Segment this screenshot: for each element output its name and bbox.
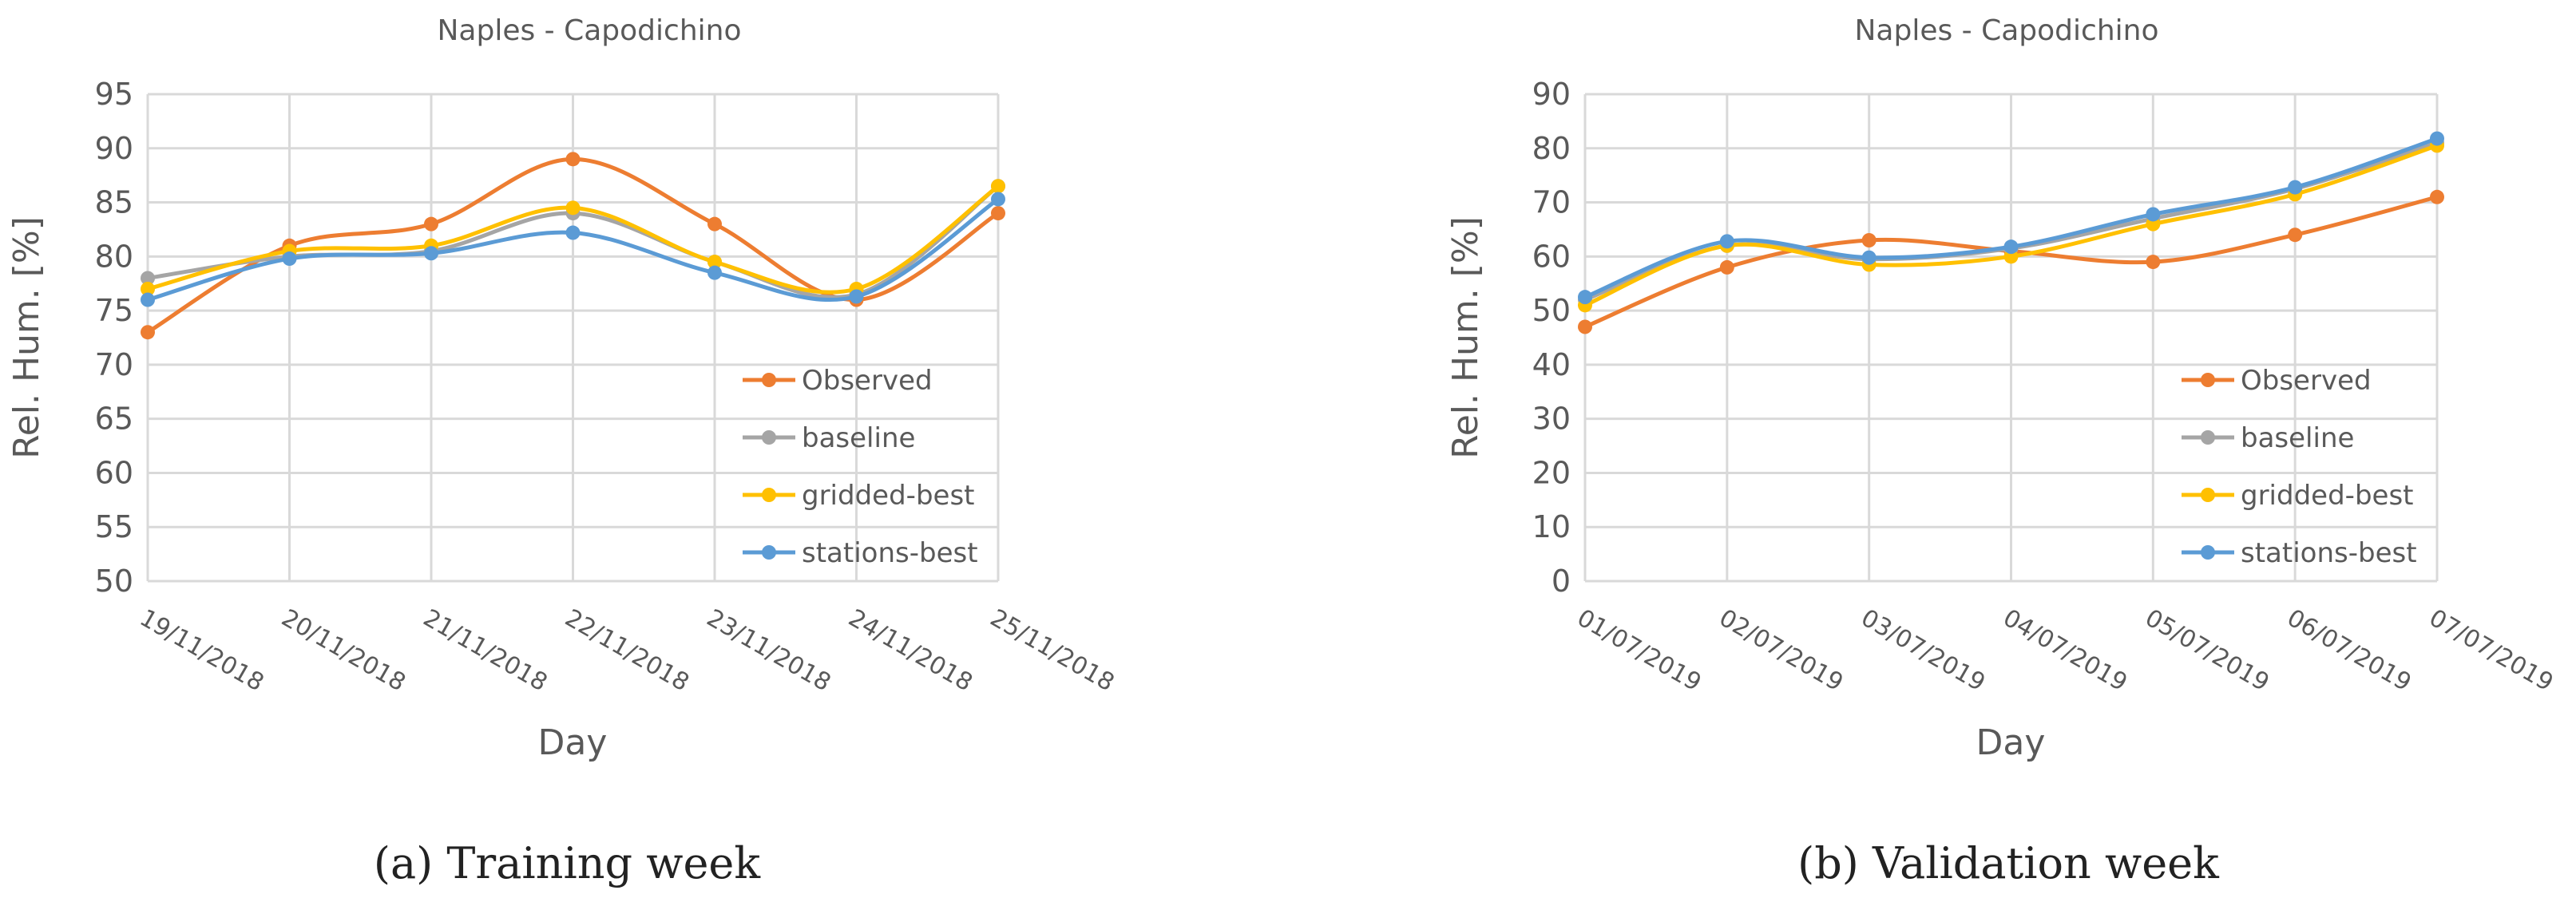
legend-label: Observed bbox=[802, 365, 933, 397]
data-point-stations-best bbox=[2146, 207, 2161, 222]
y-tick-label: 50 bbox=[95, 564, 133, 599]
data-point-observed bbox=[141, 325, 155, 340]
x-tick-label: 25/11/2018 bbox=[985, 604, 1119, 698]
y-tick-label: 0 bbox=[1552, 564, 1571, 599]
y-tick-label: 65 bbox=[95, 402, 133, 437]
legend-label: gridded-best bbox=[2241, 480, 2413, 512]
legend-swatch-marker bbox=[762, 488, 776, 502]
y-tick-label: 70 bbox=[95, 347, 133, 382]
data-point-stations-best bbox=[565, 225, 581, 240]
legend-swatch-marker bbox=[2201, 488, 2215, 502]
y-axis-label: Rel. Hum. [%] bbox=[1445, 216, 1486, 459]
data-point-observed bbox=[1719, 259, 1734, 275]
legend-label: stations-best bbox=[802, 537, 978, 569]
y-tick-label: 95 bbox=[95, 77, 133, 112]
x-tick-label: 22/11/2018 bbox=[561, 604, 694, 698]
data-point-baseline bbox=[141, 271, 155, 286]
caption-training: (a) Training week bbox=[374, 838, 761, 888]
data-point-observed bbox=[2288, 227, 2303, 243]
legend-item-observed: Observed bbox=[743, 365, 933, 397]
legend-item-gridded-best: gridded-best bbox=[2182, 480, 2413, 512]
y-tick-label: 30 bbox=[1532, 402, 1571, 437]
legend-swatch-marker bbox=[2201, 545, 2215, 560]
x-tick-label: 06/07/2019 bbox=[2282, 604, 2415, 698]
legend-swatch-marker bbox=[2201, 430, 2215, 445]
chart-title: Naples - Capodichino bbox=[437, 14, 741, 47]
y-axis-label: Rel. Hum. [%] bbox=[6, 216, 47, 459]
data-point-stations-best bbox=[141, 292, 155, 307]
x-tick-label: 24/11/2018 bbox=[844, 604, 977, 698]
x-tick-label: 19/11/2018 bbox=[135, 604, 268, 698]
y-tick-label: 55 bbox=[95, 509, 133, 544]
data-point-observed bbox=[1861, 233, 1877, 247]
legend-label: stations-best bbox=[2241, 537, 2417, 569]
y-tick-label: 85 bbox=[95, 185, 133, 220]
data-point-stations-best bbox=[1719, 234, 1734, 249]
chart-panel-validation: Naples - Capodichino 0 10 20 30 40 50 60 70 80 90 0… bbox=[1445, 14, 2558, 763]
legend-item-gridded-best: gridded-best bbox=[743, 480, 974, 512]
data-point-observed bbox=[707, 216, 722, 231]
x-tick-label: 21/11/2018 bbox=[418, 604, 552, 698]
legend-swatch-marker bbox=[2201, 373, 2215, 387]
data-point-gridded-best bbox=[565, 200, 581, 216]
chart-panel-training: Naples - Capodichino 50 55 60 65 70 75 80 85 90 95… bbox=[6, 14, 1119, 763]
data-point-observed bbox=[1578, 319, 1592, 334]
data-point-observed bbox=[991, 206, 1005, 221]
x-tick-label: 05/07/2019 bbox=[2140, 604, 2273, 698]
data-point-gridded-best bbox=[707, 255, 722, 270]
y-tick-label: 90 bbox=[1532, 77, 1571, 112]
x-tick-label: 01/07/2019 bbox=[1572, 604, 1706, 698]
legend-label: baseline bbox=[2241, 422, 2354, 454]
y-tick-label: 60 bbox=[95, 455, 133, 490]
y-tick-label: 70 bbox=[1532, 185, 1571, 220]
x-tick-label: 04/07/2019 bbox=[1999, 604, 2132, 698]
x-tick-label: 20/11/2018 bbox=[277, 604, 410, 698]
legend-swatch-marker bbox=[762, 430, 776, 445]
data-point-stations-best bbox=[424, 246, 438, 261]
x-tick-label: 23/11/2018 bbox=[702, 604, 835, 698]
y-tick-label: 90 bbox=[95, 131, 133, 166]
legend-label: baseline bbox=[802, 422, 915, 454]
legend-item-stations-best: stations-best bbox=[2182, 537, 2417, 569]
x-axis-label: Day bbox=[538, 722, 608, 763]
legend-swatch-marker bbox=[762, 545, 776, 560]
data-point-stations-best bbox=[2288, 180, 2303, 195]
legend-item-baseline: baseline bbox=[2182, 422, 2354, 454]
data-point-stations-best bbox=[2003, 239, 2019, 255]
data-point-observed bbox=[2430, 189, 2444, 204]
legend-item-observed: Observed bbox=[2182, 365, 2372, 397]
x-tick-label: 02/07/2019 bbox=[1714, 604, 1848, 698]
y-tick-label: 60 bbox=[1532, 239, 1571, 274]
caption-validation: (b) Validation week bbox=[1797, 838, 2220, 888]
legend-swatch-marker bbox=[762, 373, 776, 387]
data-point-stations-best bbox=[707, 265, 722, 280]
data-point-observed bbox=[424, 216, 438, 231]
y-tick-label: 20 bbox=[1532, 455, 1571, 490]
x-tick-label: 07/07/2019 bbox=[2424, 604, 2558, 698]
x-tick-label: 03/07/2019 bbox=[1857, 604, 1990, 698]
y-tick-label: 10 bbox=[1532, 509, 1571, 544]
data-point-gridded-best bbox=[141, 282, 155, 296]
y-tick-label: 80 bbox=[95, 239, 133, 274]
legend-item-baseline: baseline bbox=[743, 422, 915, 454]
data-point-gridded-best bbox=[991, 179, 1005, 194]
legend-item-stations-best: stations-best bbox=[743, 537, 978, 569]
y-tick-label: 50 bbox=[1532, 293, 1571, 328]
y-tick-label: 40 bbox=[1532, 347, 1571, 382]
data-point-stations-best bbox=[2430, 131, 2444, 146]
chart-title: Naples - Capodichino bbox=[1854, 14, 2158, 47]
data-point-observed bbox=[2146, 255, 2161, 270]
y-tick-label: 80 bbox=[1532, 131, 1571, 166]
data-point-stations-best bbox=[1578, 290, 1592, 305]
y-tick-label: 75 bbox=[95, 293, 133, 328]
data-point-stations-best bbox=[991, 192, 1005, 207]
legend-label: Observed bbox=[2241, 365, 2372, 397]
data-point-observed bbox=[565, 152, 581, 167]
x-axis-label: Day bbox=[1976, 722, 2046, 763]
data-point-stations-best bbox=[282, 251, 297, 267]
legend-label: gridded-best bbox=[802, 480, 974, 512]
data-point-stations-best bbox=[1861, 250, 1877, 265]
data-point-stations-best bbox=[849, 289, 864, 304]
